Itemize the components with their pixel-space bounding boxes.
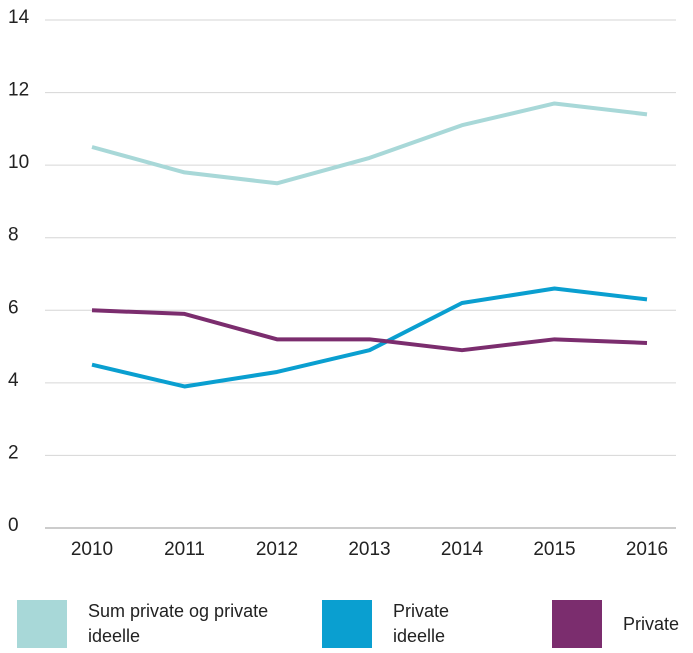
x-tick-label: 2011	[164, 539, 205, 560]
legend-label: Private ideelle	[393, 601, 450, 646]
line-series	[91, 286, 648, 389]
y-tick-label: 2	[8, 442, 19, 463]
x-tick-label: 2010	[71, 539, 113, 560]
x-tick-label: 2013	[348, 539, 390, 560]
legend-item: Private	[552, 600, 693, 648]
chart: 0 2 4 6 8 10 12 14 2010 2011 2012 2013 2014 2015 2016	[8, 7, 676, 560]
x-tick-label: 2014	[441, 539, 484, 560]
x-tick-label: 2012	[256, 539, 298, 560]
legend-label: Sum private og private ideelle	[88, 601, 269, 646]
x-tick-label: 2015	[533, 539, 575, 560]
line-series	[91, 308, 648, 353]
y-tick-label: 0	[8, 515, 19, 536]
x-tick-label: 2016	[626, 539, 668, 560]
legend-swatch	[322, 600, 372, 648]
legend-item: Sum private og private ideelle	[17, 600, 278, 648]
legend-swatch	[552, 600, 602, 648]
y-tick-label: 12	[8, 80, 29, 101]
line-series	[91, 101, 648, 186]
legend-swatch	[17, 600, 67, 648]
y-tick-label: 6	[8, 297, 19, 318]
y-tick-label: 4	[8, 370, 19, 391]
y-tick-label: 14	[8, 7, 30, 28]
legend-label: Private	[623, 613, 680, 634]
y-tick-label: 10	[8, 152, 29, 173]
y-tick-label: 8	[8, 225, 19, 246]
legend-item: Private ideelle	[322, 600, 493, 648]
